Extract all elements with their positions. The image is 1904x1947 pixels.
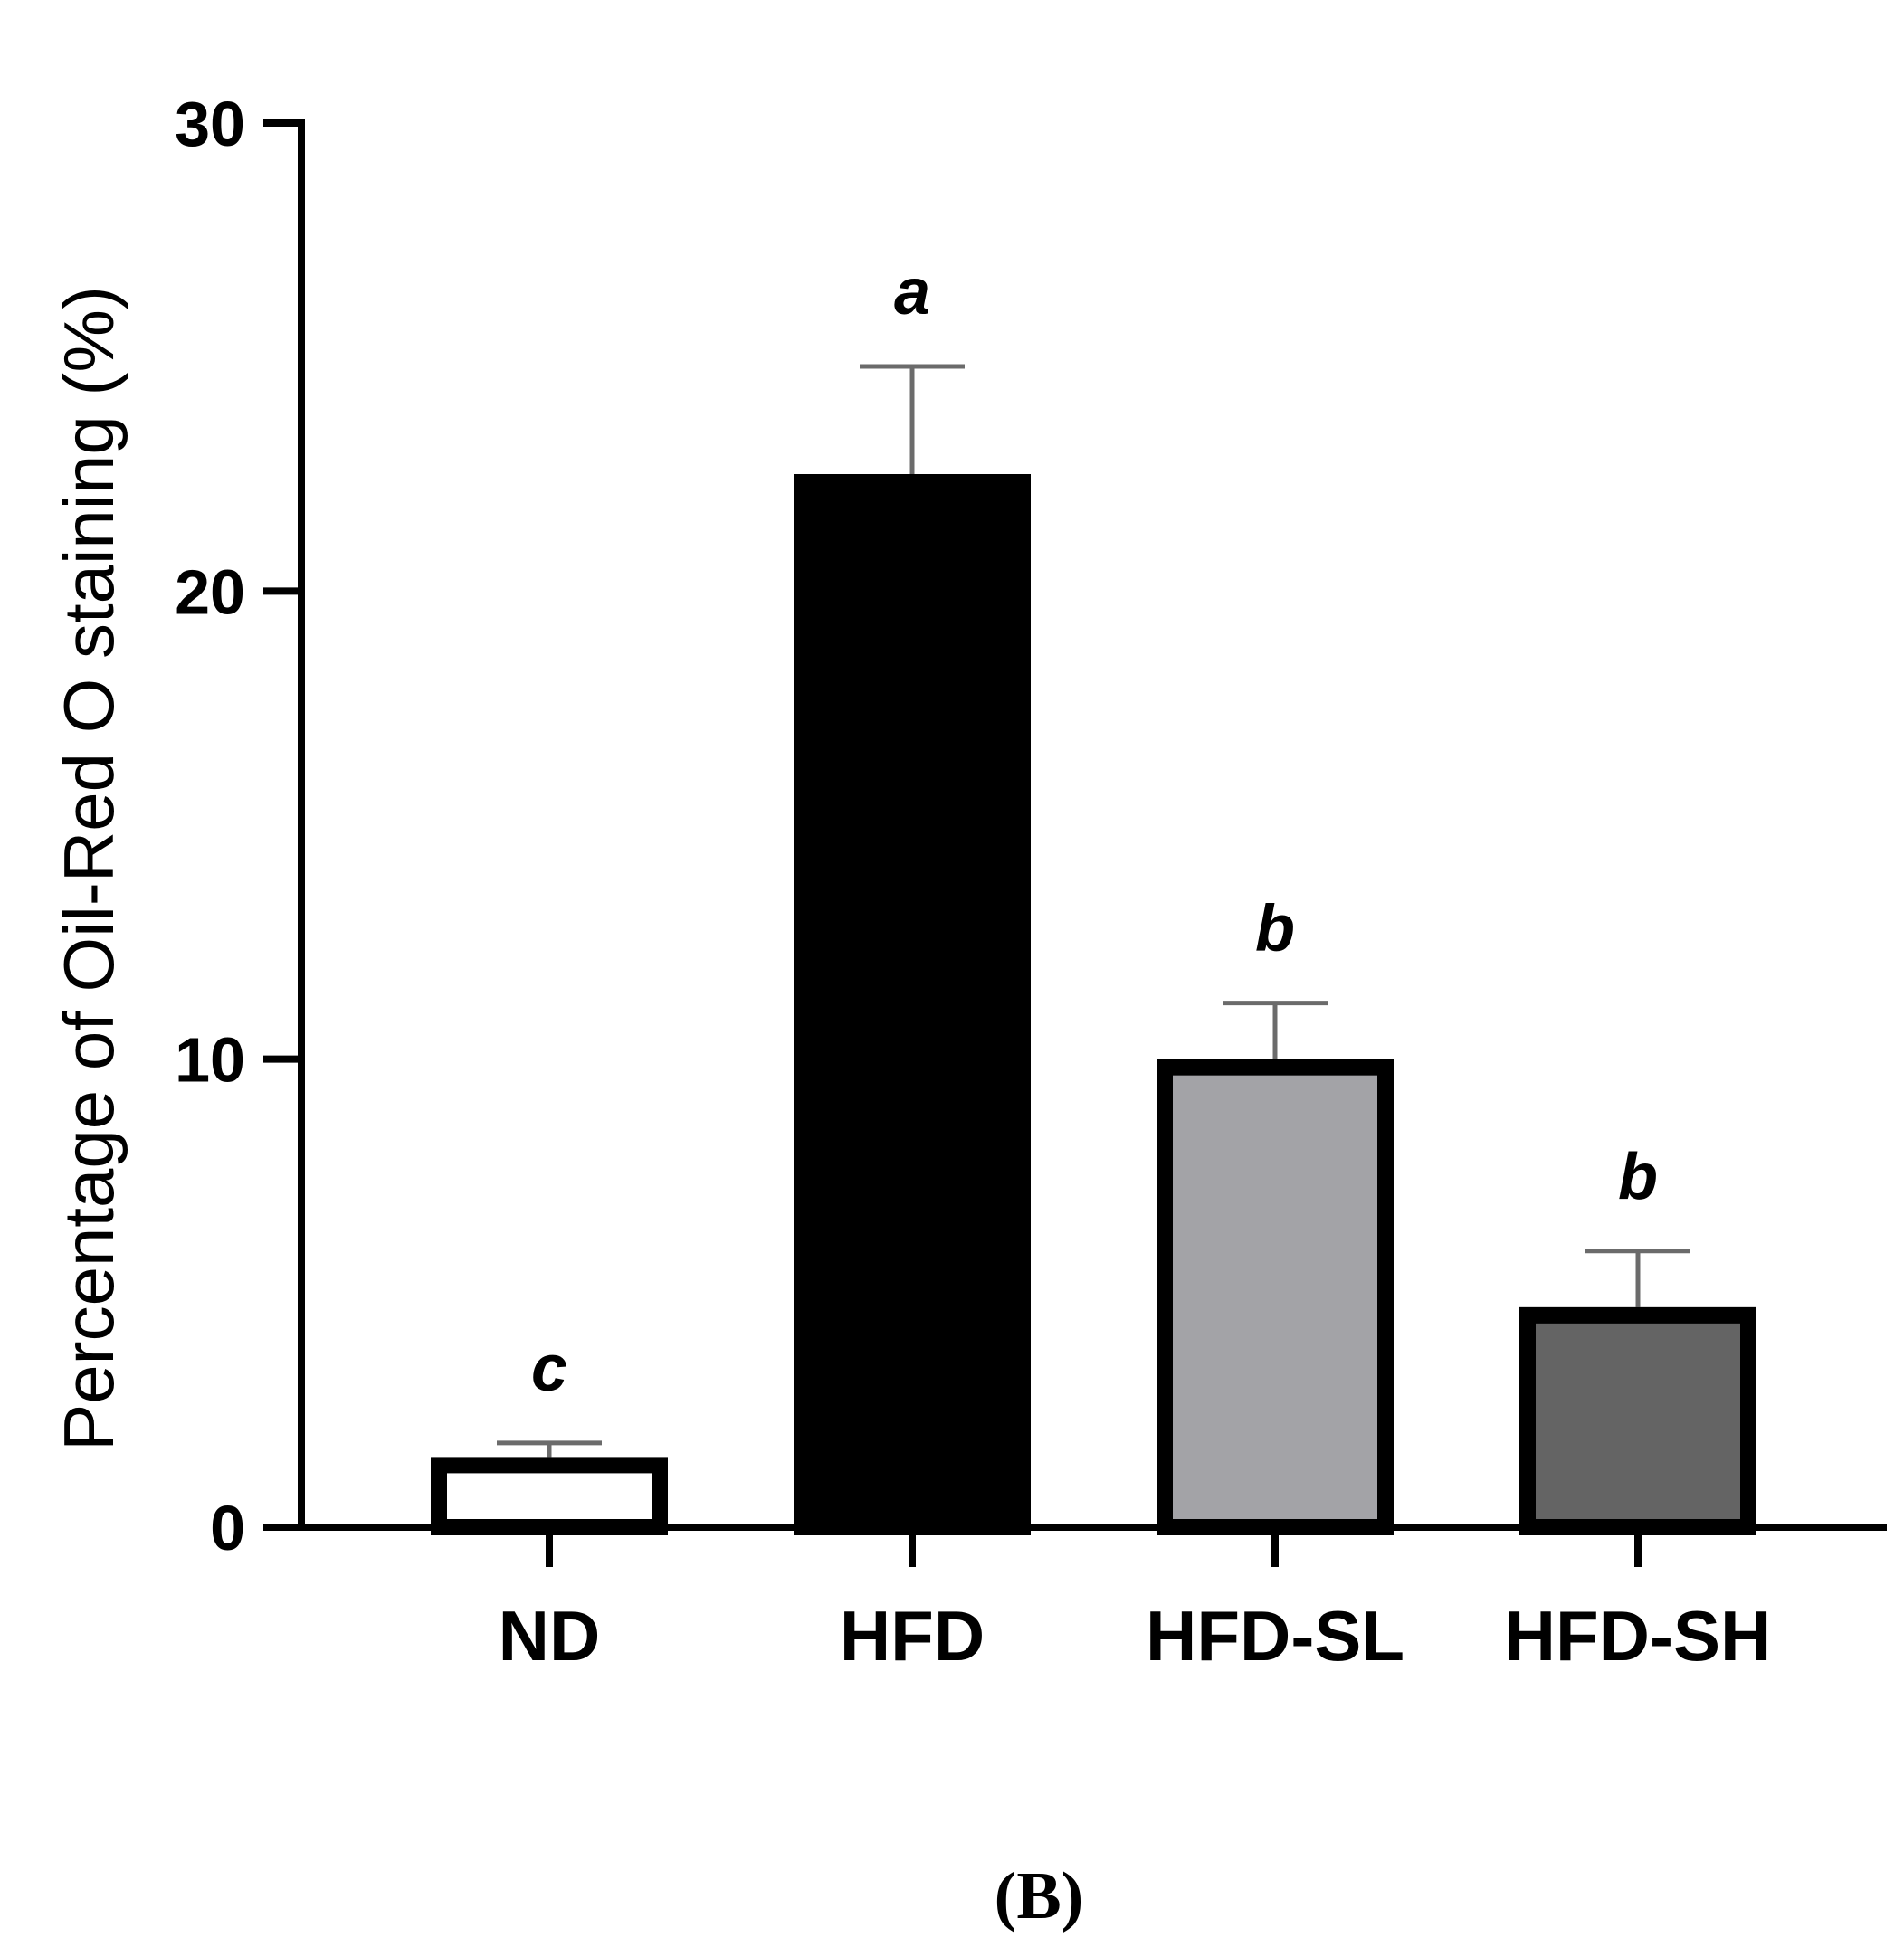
plot-area: c ND a HFD b HFD-SL b HFD-SH 0 10 20 30 — [175, 89, 1887, 1676]
significance-label-hfd: a — [894, 256, 930, 328]
panel-label: (B) — [995, 1859, 1084, 1933]
y-tick-label-0: 0 — [210, 1493, 245, 1563]
y-tick-label-10: 10 — [175, 1025, 245, 1096]
bar-hfd — [794, 474, 1031, 1535]
bar-hfd-sl — [1157, 1059, 1394, 1535]
significance-label-hfd-sl: b — [1255, 893, 1295, 965]
significance-label-nd: c — [531, 1333, 567, 1405]
x-tick-label-hfd-sh: HFD-SH — [1505, 1596, 1772, 1676]
y-axis-title: Percentage of Oil-Red O staining (%) — [49, 286, 129, 1451]
x-tick-label-nd: ND — [499, 1596, 601, 1676]
y-tick-label-30: 30 — [175, 89, 245, 159]
significance-label-hfd-sh: b — [1618, 1141, 1658, 1213]
bar-nd — [431, 1457, 668, 1536]
x-tick-label-hfd: HFD — [840, 1596, 985, 1676]
y-tick-label-20: 20 — [175, 556, 245, 627]
bar-hfd-sh — [1519, 1306, 1756, 1536]
x-tick-label-hfd-sl: HFD-SL — [1146, 1596, 1404, 1676]
